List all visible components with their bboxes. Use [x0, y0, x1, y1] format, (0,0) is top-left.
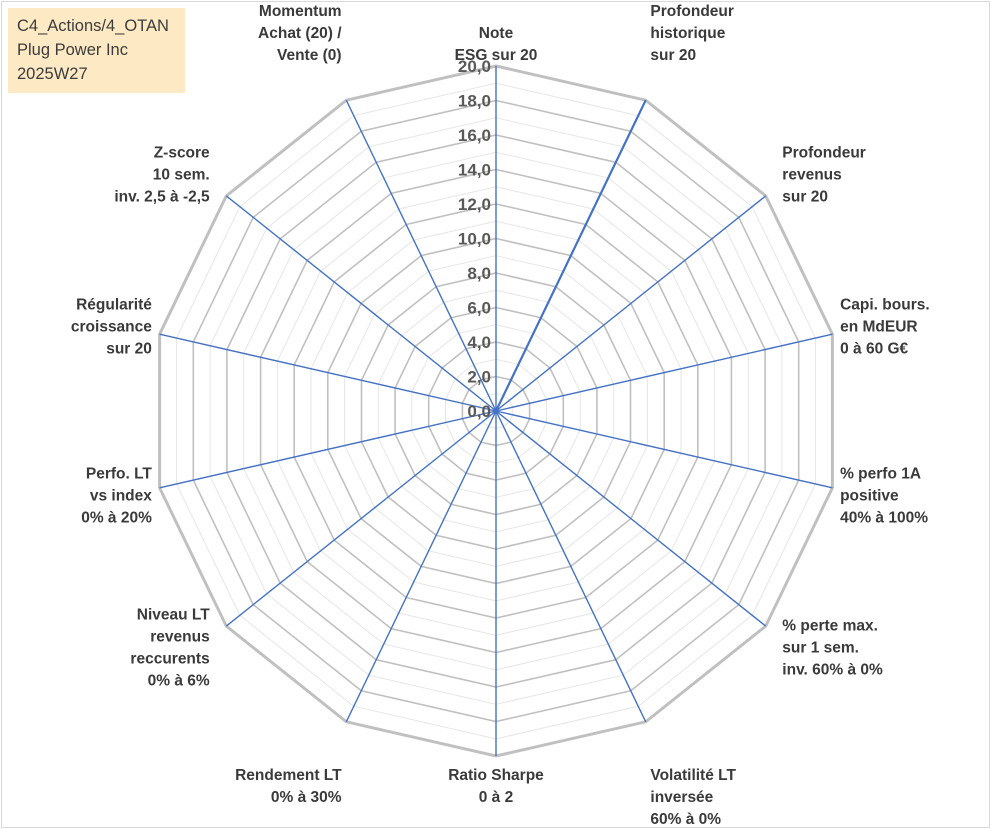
axis-spoke: [495, 195, 767, 412]
axis-label-7: Volatilité LT inversée 60% à 0%: [650, 767, 736, 828]
chart-info-box: C4_Actions/4_OTAN Plug Power Inc 2025W27: [8, 8, 185, 93]
axis-label-line: Profondeur: [650, 3, 734, 20]
axis-label-10: Niveau LT revenus reccurents 0% à 6%: [130, 606, 210, 689]
week-label: 2025W27: [17, 65, 88, 83]
data-series: [495, 99, 647, 412]
axis-label-line: inv. 2,5 à -2,5: [114, 189, 210, 206]
axis-label-line: en MdEUR: [840, 319, 918, 336]
tick-label: 16,0: [458, 126, 491, 145]
axis-label-line: Ratio Sharpe: [448, 767, 544, 784]
tick-label: 12,0: [458, 195, 491, 214]
axis-label-line: ESG sur 20: [455, 47, 538, 64]
axis-label-6: % perte max. sur 1 sem. inv. 60% à 0%: [782, 617, 883, 678]
axis-label-line: Niveau LT: [137, 606, 210, 623]
axis-label-1: Note ESG sur 20: [455, 25, 538, 64]
tick-labels: 0,0 2,0 4,0 6,0 8,0 10,0 12,0 14,0 16,0 18,0 20,0: [458, 57, 491, 421]
axis-label-line: Profondeur: [782, 145, 866, 162]
axis-label-line: 0 à 60 G€: [840, 341, 908, 358]
axis-label-3: Profondeur revenus sur 20: [782, 145, 866, 206]
series-line: [495, 99, 647, 412]
axis-label-4: Capi. bours. en MdEUR 0 à 60 G€: [840, 297, 930, 358]
tick-label: 20,0: [458, 57, 491, 76]
axis-label-line: Z-score: [154, 145, 210, 162]
axis-label-line: 0% à 30%: [271, 789, 342, 806]
axis-label-line: Momentum: [259, 3, 342, 20]
axis-label-line: croissance: [71, 319, 152, 336]
axis-label-line: Achat (20) /: [258, 25, 342, 42]
axis-label-14: Momentum Achat (20) / Vente (0): [258, 3, 342, 64]
axis-label-line: revenus: [782, 167, 841, 184]
tick-label: 4,0: [467, 333, 491, 352]
axis-label-line: 0% à 20%: [81, 509, 152, 526]
axis-label-line: Capi. bours.: [840, 297, 930, 314]
axis-spoke: [495, 410, 767, 627]
axis-label-line: Note: [479, 25, 514, 42]
axis-label-line: 10 sem.: [153, 167, 210, 184]
axis-label-line: 60% à 0%: [650, 811, 721, 828]
tick-label: 0,0: [467, 402, 491, 421]
axis-spoke: [495, 410, 647, 723]
axis-label-line: Vente (0): [277, 47, 342, 64]
axis-spoke: [345, 99, 497, 412]
axis-spoke: [159, 333, 497, 412]
axis-label-line: Volatilité LT: [650, 767, 736, 784]
axis-label-line: Rendement LT: [235, 767, 342, 784]
axis-label-13: Z-score 10 sem. inv. 2,5 à -2,5: [114, 145, 210, 206]
tick-label: 14,0: [458, 161, 491, 180]
axis-label-line: inv. 60% à 0%: [782, 661, 883, 678]
tick-label: 6,0: [467, 299, 491, 318]
axis-label-line: Régularité: [76, 297, 152, 314]
axis-label-line: Perfo. LT: [86, 465, 153, 482]
axis-label-line: sur 20: [782, 189, 828, 206]
axis-label-line: % perfo 1A: [840, 465, 921, 482]
axis-label-line: 0% à 6%: [148, 672, 210, 689]
axis-label-line: positive: [840, 487, 899, 504]
axis-label-11: Perfo. LT vs index 0% à 20%: [81, 465, 152, 526]
axis-label-9: Rendement LT 0% à 30%: [235, 767, 342, 806]
axis-label-line: vs index: [90, 487, 152, 504]
axis-label-line: historique: [650, 25, 725, 42]
axis-spoke: [159, 410, 497, 489]
axis-spoke: [495, 333, 833, 412]
axis-label-8: Ratio Sharpe 0 à 2: [448, 767, 544, 806]
axis-label-line: 0 à 2: [479, 789, 513, 806]
tick-label: 10,0: [458, 230, 491, 249]
company-name: Plug Power Inc: [17, 41, 128, 59]
axis-label-line: revenus: [150, 628, 209, 645]
axis-label-line: % perte max.: [782, 617, 878, 634]
axis-spoke: [345, 410, 497, 723]
axis-label-12: Régularité croissance sur 20: [71, 297, 152, 358]
axis-label-line: sur 20: [106, 341, 152, 358]
tick-label: 8,0: [467, 264, 491, 283]
portfolio-label: C4_Actions/4_OTAN: [17, 17, 169, 35]
axis-label-line: inversée: [650, 789, 713, 806]
tick-label: 2,0: [467, 368, 491, 387]
axis-labels: Note ESG sur 20 Profondeur historique sur 20…: [71, 3, 930, 828]
axis-label-5: % perfo 1A positive 40% à 100%: [840, 465, 928, 526]
tick-label: 18,0: [458, 92, 491, 111]
axis-spoke: [225, 195, 497, 412]
axis-spoke: [495, 410, 833, 489]
axis-label-line: sur 20: [650, 47, 696, 64]
axis-label-line: reccurents: [130, 650, 209, 667]
axis-label-line: sur 1 sem.: [782, 639, 859, 656]
axis-label-line: 40% à 100%: [840, 509, 928, 526]
axis-spoke: [225, 410, 497, 627]
axis-label-2: Profondeur historique sur 20: [650, 3, 734, 64]
